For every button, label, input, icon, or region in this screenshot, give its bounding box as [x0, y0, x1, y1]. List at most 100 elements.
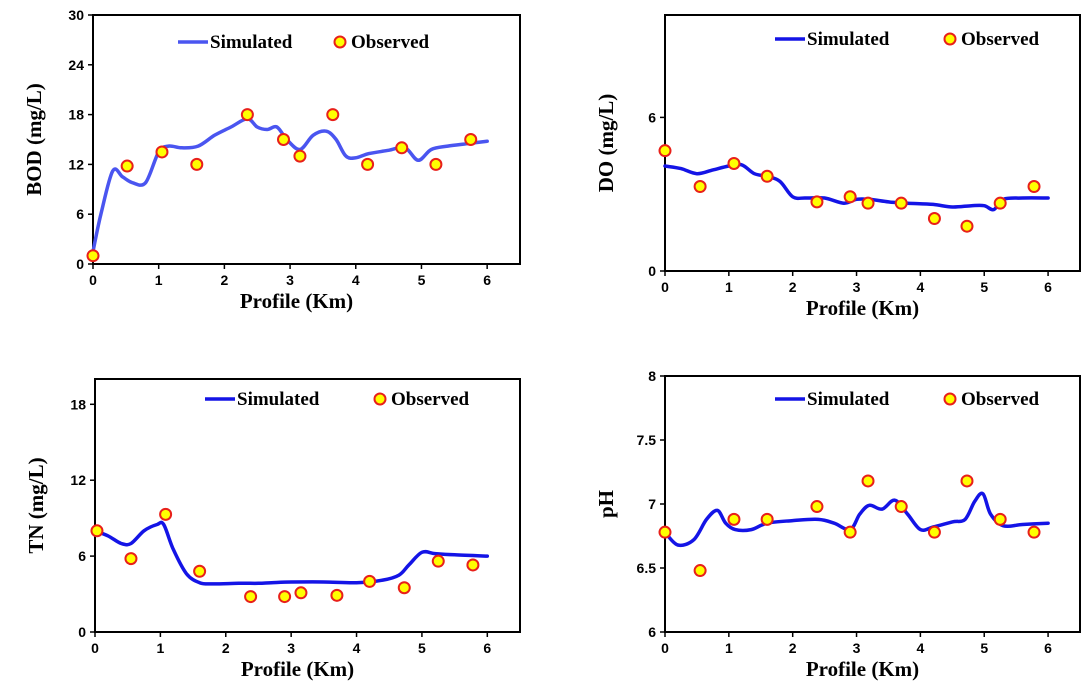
observed-point: [90, 524, 104, 538]
observed-point: [894, 500, 908, 514]
observed-point: [843, 525, 857, 539]
observed-point: [86, 249, 100, 263]
y-tick-label: 6: [78, 548, 86, 564]
observed-point: [155, 145, 169, 159]
observed-point: [193, 564, 207, 578]
x-tick-label: 2: [789, 640, 797, 656]
y-tick-label: 7.5: [637, 432, 657, 448]
plot-frame: [664, 14, 1081, 272]
y-tick-label: 6: [648, 624, 656, 640]
legend-observed-label: Observed: [391, 389, 470, 410]
x-tick-label: 0: [89, 272, 97, 288]
observed-point: [927, 525, 941, 539]
observed-point: [993, 512, 1007, 526]
observed-point: [159, 507, 173, 521]
y-tick-label: 7: [648, 496, 656, 512]
x-tick-label: 0: [661, 640, 669, 656]
observed-point: [727, 512, 741, 526]
observed-point: [397, 581, 411, 595]
y-tick-label: 18: [68, 107, 84, 123]
legend-simulated-label: Simulated: [237, 389, 320, 410]
x-axis-label: Profile (Km): [240, 289, 353, 313]
x-tick-label: 6: [1044, 640, 1052, 656]
x-tick-label: 3: [853, 640, 861, 656]
x-tick-label: 1: [725, 279, 733, 295]
x-tick-label: 5: [418, 272, 426, 288]
y-tick-label: 0: [76, 256, 84, 272]
x-tick-label: 3: [853, 279, 861, 295]
legend-observed-label: Observed: [961, 389, 1040, 410]
y-tick-label: 0: [648, 263, 656, 279]
observed-point: [240, 108, 254, 122]
y-tick-label: 24: [68, 57, 84, 73]
plot-frame: [92, 14, 521, 265]
legend-observed-marker: [943, 392, 957, 406]
y-axis-label: BOD (mg/L): [22, 83, 46, 196]
observed-point: [429, 157, 443, 171]
x-tick-label: 4: [353, 640, 361, 656]
simulated-series-line: [663, 162, 1050, 212]
observed-point: [1027, 180, 1041, 194]
x-axis-label: Profile (Km): [806, 657, 919, 681]
y-tick-label: 6: [648, 109, 656, 125]
legend-simulated-label: Simulated: [210, 32, 293, 53]
observed-point: [960, 219, 974, 233]
x-tick-label: 0: [661, 279, 669, 295]
observed-point: [330, 588, 344, 602]
observed-point: [693, 564, 707, 578]
x-tick-label: 6: [1044, 279, 1052, 295]
legend-observed-label: Observed: [961, 29, 1040, 50]
x-tick-label: 1: [725, 640, 733, 656]
observed-point: [993, 196, 1007, 210]
observed-point: [927, 212, 941, 226]
observed-point: [293, 149, 307, 163]
x-tick-label: 6: [483, 640, 491, 656]
x-tick-label: 3: [287, 640, 295, 656]
legend-simulated-label: Simulated: [807, 29, 890, 50]
y-tick-label: 8: [648, 368, 656, 384]
chart-panel-2: 0 6 0 1 2 3 4 5 6 Profile (Km) DO (mg/L) Simulated O…: [594, 14, 1081, 320]
legend-observed-marker: [333, 35, 347, 49]
legend-observed-marker: [373, 392, 387, 406]
x-tick-label: 0: [91, 640, 99, 656]
observed-point: [810, 500, 824, 514]
x-tick-label: 1: [155, 272, 163, 288]
observed-point: [693, 180, 707, 194]
observed-point: [395, 141, 409, 155]
observed-point: [810, 195, 824, 209]
legend-observed-marker: [943, 32, 957, 46]
observed-point: [294, 586, 308, 600]
observed-point: [760, 512, 774, 526]
observed-point: [278, 590, 292, 604]
y-tick-label: 18: [70, 396, 86, 412]
observed-point: [120, 159, 134, 173]
y-tick-label: 30: [68, 7, 84, 23]
x-axis-label: Profile (Km): [806, 296, 919, 320]
observed-point: [431, 554, 445, 568]
simulated-series-line: [663, 491, 1050, 548]
observed-point: [843, 190, 857, 204]
observed-point: [466, 558, 480, 572]
x-tick-label: 4: [916, 279, 924, 295]
observed-point: [861, 196, 875, 210]
chart-panel-4: 6 6.5 7 7.5 8 0 1 2 3 4 5 6 Profile (Km) pH Simulated O…: [594, 368, 1081, 681]
observed-point: [658, 144, 672, 158]
observed-point: [277, 133, 291, 146]
observed-point: [464, 133, 478, 146]
observed-point: [727, 156, 741, 170]
y-axis-label: TN (mg/L): [24, 457, 48, 553]
y-tick-label: 12: [68, 156, 84, 172]
observed-point: [124, 552, 138, 566]
x-tick-label: 6: [483, 272, 491, 288]
observed-point: [960, 474, 974, 488]
x-tick-label: 3: [286, 272, 294, 288]
x-tick-label: 4: [916, 640, 924, 656]
observed-point: [326, 108, 340, 122]
x-tick-label: 5: [980, 279, 988, 295]
observed-point: [361, 157, 375, 171]
observed-point: [363, 574, 377, 588]
legend-observed-label: Observed: [351, 32, 430, 53]
